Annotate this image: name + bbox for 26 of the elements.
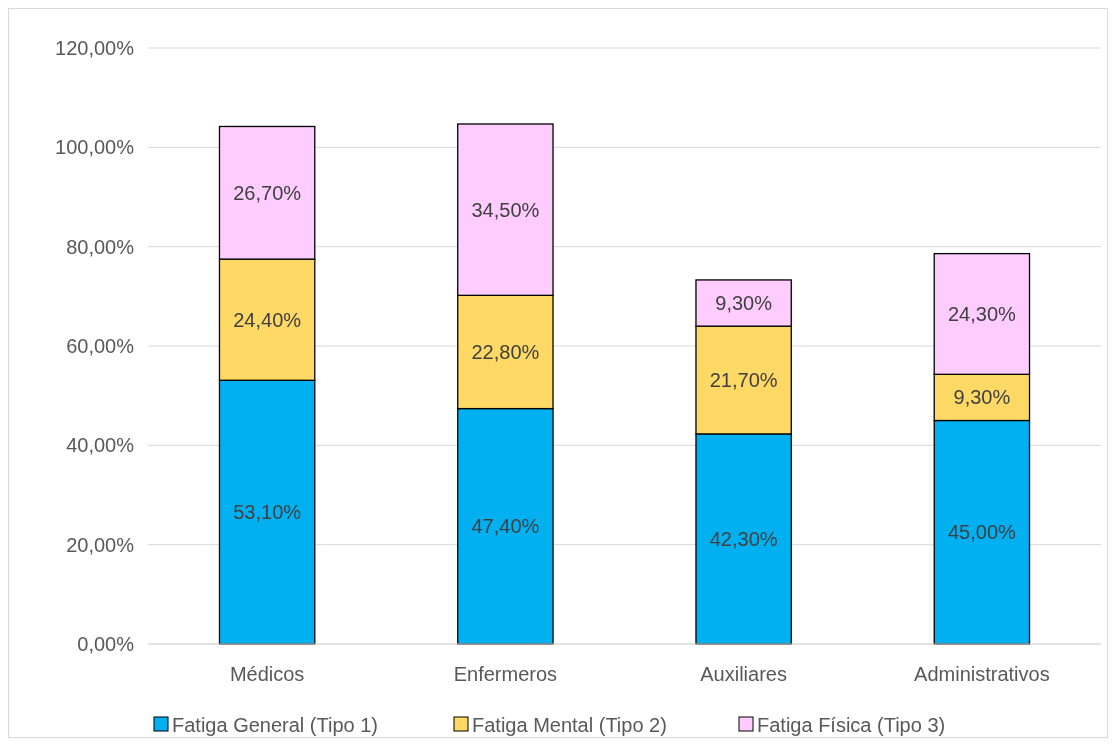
data-label: 42,30% (709, 527, 778, 550)
y-tick-label: 120,00% (55, 37, 135, 59)
y-tick-label: 40,00% (66, 434, 135, 457)
data-label: 22,80% (471, 340, 540, 363)
legend-label: Fatiga Mental (Tipo 2) (472, 714, 667, 736)
data-label: 21,70% (709, 369, 778, 392)
data-label: 53,10% (233, 501, 302, 524)
data-label: 9,30% (953, 386, 1011, 409)
x-tick-label: Enfermeros (453, 663, 558, 685)
y-tick-label: 100,00% (55, 136, 135, 159)
legend-label: Fatiga Física (Tipo 3) (757, 714, 946, 736)
data-label: 47,40% (471, 515, 540, 538)
x-tick-label: Médicos (229, 663, 305, 685)
data-label: 26,70% (233, 181, 302, 204)
y-tick-label: 0,00% (77, 633, 135, 655)
data-label: 9,30% (715, 292, 773, 315)
y-tick-label: 80,00% (66, 235, 135, 258)
x-tick-label: Auxiliares (700, 663, 787, 685)
data-label: 24,30% (947, 302, 1016, 325)
x-tick-label: Administrativos (914, 663, 1050, 685)
y-tick-label: 20,00% (66, 533, 135, 556)
data-label: 45,00% (947, 521, 1016, 544)
y-tick-label: 60,00% (66, 335, 135, 357)
data-label: 24,40% (233, 308, 302, 331)
data-label: 34,50% (471, 198, 540, 221)
legend-label: Fatiga General (Tipo 1) (172, 714, 379, 736)
